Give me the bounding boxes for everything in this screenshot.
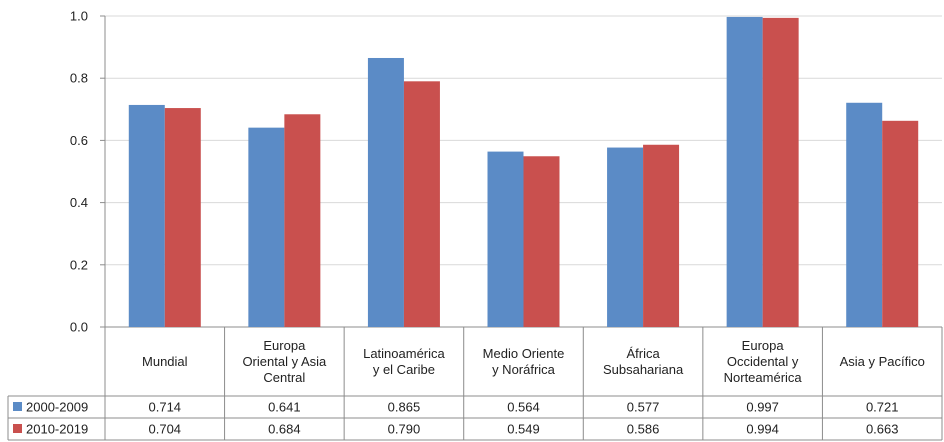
category-label: África [626,346,660,361]
data-label: 0.721 [866,400,899,415]
bar [487,151,524,327]
bar [762,17,799,328]
bar [643,144,680,327]
data-label: 0.997 [746,400,779,415]
data-label: 0.684 [268,422,301,437]
category-label: Medio Oriente [483,346,565,361]
category-label: Occidental y [727,354,799,369]
y-tick-label: 1.0 [70,9,88,24]
data-label: 0.865 [388,400,421,415]
data-label: 0.641 [268,400,301,415]
y-tick-label: 0.8 [70,71,88,86]
category-label: Europa [742,338,785,353]
category-label: Europa [263,338,306,353]
category-label: Subsahariana [603,362,684,377]
bar [882,120,919,327]
bar [403,81,440,327]
bar [846,102,883,327]
legend-label: 2010-2019 [26,422,88,437]
data-label: 0.586 [627,422,660,437]
data-label: 0.577 [627,400,660,415]
bar [523,156,560,327]
bar [128,104,165,327]
y-tick-label: 0.4 [70,195,88,210]
y-axis: 0.0 0.2 0.4 0.6 0.8 1.0 [70,9,106,440]
y-tick-label: 0.2 [70,257,88,272]
category-label: Oriental y Asia [242,354,327,369]
bar [164,108,201,327]
category-label: y el Caribe [373,362,435,377]
bar [607,147,644,327]
data-label: 0.564 [507,400,540,415]
y-tick-label: 0.0 [70,320,88,335]
data-label: 0.994 [746,422,779,437]
legend-key [13,402,22,411]
bar [726,16,763,327]
data-label: 0.704 [149,422,182,437]
category-label: y Noráfrica [492,362,556,377]
y-tick-label: 0.6 [70,133,88,148]
category-label: Central [263,370,305,385]
data-label: 0.790 [388,422,421,437]
bar [248,127,285,327]
data-label: 0.549 [507,422,540,437]
category-label: Latinoamérica [363,346,445,361]
category-label: Norteamérica [724,370,803,385]
legend-key [13,424,22,433]
legend-label: 2000-2009 [26,400,88,415]
bar [284,114,321,327]
category-label: Asia y Pacífico [840,354,925,369]
bars [128,16,919,328]
bar [367,57,404,328]
category-label: Mundial [142,354,188,369]
data-label: 0.714 [149,400,182,415]
data-label: 0.663 [866,422,899,437]
